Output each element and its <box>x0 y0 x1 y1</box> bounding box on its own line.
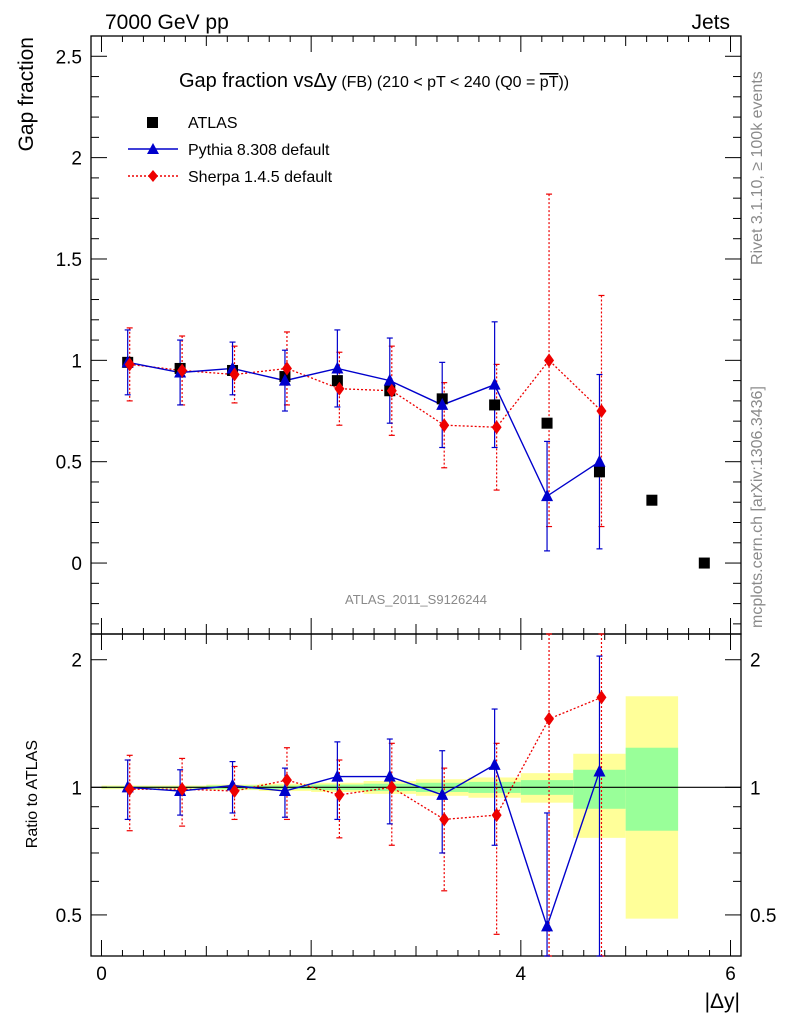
x-tick-label: 0 <box>96 964 107 985</box>
ratio-pythia-point <box>383 769 396 782</box>
ratio-pythia-point <box>488 757 501 770</box>
plot-title-delta: Δy <box>314 70 337 92</box>
plot-title-cuts: (FB) (210 < pT < 240 (Q0 = <box>337 74 540 91</box>
atlas-point <box>593 466 605 478</box>
ratio-sherpa-point <box>229 784 240 799</box>
main-y-axis-label: Gap fraction <box>15 37 38 151</box>
legend-pythia-label: Pythia 8.308 default <box>188 142 330 159</box>
pythia-point <box>488 377 501 390</box>
ratio-y-tick-label: 0.5 <box>56 906 82 927</box>
ratio-y-axis-label: Ratio to ATLAS <box>24 740 41 848</box>
ratio-pythia-point <box>593 764 606 777</box>
ratio-plot: 0 2 4 6 0.5 0.5 1 1 2 2 <box>56 633 776 985</box>
pythia-point <box>436 397 449 410</box>
plot-title: Gap fraction vsΔy (FB) (210 < pT < 240 (… <box>179 70 569 92</box>
ratio-pythia-point <box>541 919 554 932</box>
legend-atlas-label: ATLAS <box>188 115 238 132</box>
sherpa-point <box>281 361 292 376</box>
ratio-pythia-point <box>436 787 449 800</box>
sherpa-point <box>386 383 397 398</box>
ratio-y-tick-label-right: 2 <box>750 651 761 672</box>
ratio-band-inner <box>625 747 679 831</box>
y-tick-label: 1.5 <box>56 250 82 271</box>
atlas-point <box>489 399 501 411</box>
legend-atlas-marker <box>147 117 158 128</box>
sherpa-point <box>177 363 188 378</box>
y-tick-label: 2 <box>71 149 82 170</box>
ratio-pythia-line <box>127 763 601 929</box>
sherpa-point <box>596 404 607 419</box>
y-tick-label: 0 <box>71 554 82 575</box>
x-axis-label: |Δy| <box>705 990 740 1013</box>
sherpa-point <box>491 420 502 435</box>
pythia-point <box>278 373 291 386</box>
ratio-y-tick-label: 2 <box>71 651 82 672</box>
sherpa-point <box>439 418 450 433</box>
atlas-point <box>698 557 710 569</box>
ratio-sherpa-point <box>177 782 188 797</box>
legend-pythia-marker <box>147 143 159 154</box>
pythia-point <box>541 489 554 502</box>
atlas-point <box>331 375 343 387</box>
pythia-line <box>127 361 600 498</box>
legend-sherpa-marker <box>148 170 158 182</box>
ratio-sherpa-point <box>439 812 450 827</box>
pythia-point <box>331 361 344 374</box>
atlas-point <box>646 494 658 506</box>
sherpa-point <box>124 357 135 372</box>
ratio-sherpa-point <box>596 690 607 705</box>
sherpa-point <box>229 367 240 382</box>
x-tick-label: 2 <box>306 964 317 985</box>
analysis-id-label: ATLAS_2011_S9126244 <box>345 592 487 607</box>
ratio-sherpa-point <box>544 711 555 726</box>
legend-sherpa-label: Sherpa 1.4.5 default <box>188 169 333 186</box>
rivet-version-label: Rivet 3.1.10, ≥ 100k events <box>749 71 766 265</box>
plot-title-main: Gap fraction vs <box>179 70 314 92</box>
ratio-pythia-point <box>278 784 291 797</box>
mcplots-label: mcplots.cern.ch [arXiv:1306.3436] <box>749 386 766 628</box>
header-category: Jets <box>691 11 730 34</box>
pythia-point <box>593 454 606 467</box>
sherpa-point <box>334 381 345 396</box>
ratio-sherpa-point <box>386 780 397 795</box>
plot-title-pt-bar: pT <box>540 74 559 91</box>
ratio-sherpa-point <box>491 808 502 823</box>
y-tick-label: 1 <box>71 351 82 372</box>
ratio-sherpa-point <box>281 773 292 788</box>
pythia-point <box>383 373 396 386</box>
legend: ATLAS Pythia 8.308 default Sherpa 1.4.5 … <box>128 115 333 186</box>
ratio-y-tick-label: 1 <box>71 778 82 799</box>
sherpa-point <box>544 353 555 368</box>
ratio-sherpa-point <box>334 787 345 802</box>
atlas-point <box>541 417 553 429</box>
x-tick-label: 4 <box>516 964 527 985</box>
y-tick-label: 0.5 <box>56 453 82 474</box>
plot-title-close: )) <box>558 74 569 91</box>
ratio-y-tick-label-right: 0.5 <box>750 906 776 927</box>
ratio-sherpa-point <box>124 782 135 797</box>
header-energy: 7000 GeV pp <box>105 11 229 34</box>
main-plot: 0 0.5 1 1.5 2 2.5 <box>56 35 742 635</box>
y-tick-label: 2.5 <box>56 47 82 68</box>
ratio-y-tick-label-right: 1 <box>750 778 761 799</box>
x-tick-label: 6 <box>725 964 736 985</box>
ratio-pythia-point <box>331 769 344 782</box>
sherpa-line <box>129 359 602 428</box>
